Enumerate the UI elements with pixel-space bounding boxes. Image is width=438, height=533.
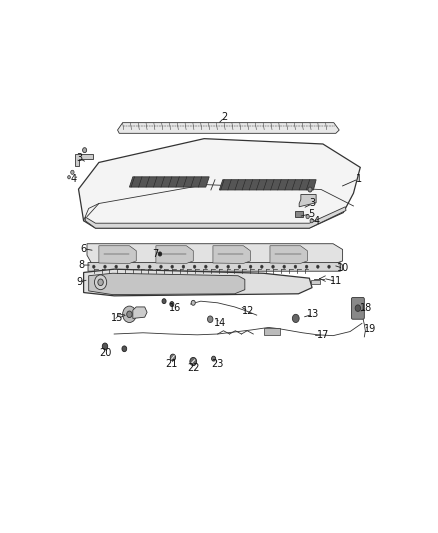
Circle shape (215, 265, 219, 268)
Text: 12: 12 (242, 306, 254, 316)
Circle shape (98, 279, 103, 286)
Circle shape (158, 252, 162, 256)
Text: 20: 20 (99, 348, 111, 358)
Circle shape (159, 265, 162, 268)
Circle shape (126, 265, 129, 268)
Text: 14: 14 (214, 318, 226, 327)
Polygon shape (156, 246, 193, 263)
Text: 9: 9 (76, 277, 82, 287)
Circle shape (212, 356, 215, 361)
Circle shape (170, 302, 174, 306)
Circle shape (306, 215, 309, 219)
Polygon shape (88, 273, 245, 295)
Circle shape (208, 316, 213, 322)
Polygon shape (88, 263, 343, 271)
Text: 18: 18 (360, 303, 372, 313)
Text: 22: 22 (187, 364, 199, 374)
Circle shape (104, 265, 106, 268)
Text: 17: 17 (317, 330, 329, 340)
Polygon shape (219, 180, 316, 190)
Polygon shape (213, 246, 250, 263)
Circle shape (182, 265, 185, 268)
Text: 4: 4 (313, 216, 319, 226)
Polygon shape (133, 307, 147, 318)
Circle shape (122, 346, 127, 352)
Text: 13: 13 (307, 309, 319, 319)
Circle shape (148, 265, 151, 268)
Circle shape (115, 265, 117, 268)
Text: 8: 8 (79, 260, 85, 270)
Text: 3: 3 (310, 198, 316, 208)
Circle shape (328, 265, 330, 268)
Text: 16: 16 (169, 303, 181, 313)
Circle shape (137, 265, 140, 268)
FancyBboxPatch shape (311, 280, 320, 284)
Text: 6: 6 (81, 244, 87, 254)
Polygon shape (270, 246, 307, 263)
Circle shape (261, 265, 263, 268)
Polygon shape (130, 177, 209, 187)
Text: 21: 21 (166, 359, 178, 369)
Circle shape (205, 265, 207, 268)
Polygon shape (99, 246, 136, 263)
Circle shape (308, 187, 312, 192)
Circle shape (238, 265, 241, 268)
Polygon shape (84, 269, 312, 296)
FancyBboxPatch shape (264, 328, 280, 335)
Polygon shape (75, 154, 93, 166)
Circle shape (71, 170, 74, 174)
Text: 15: 15 (111, 313, 124, 324)
Text: 2: 2 (221, 112, 228, 122)
Circle shape (92, 265, 95, 268)
Text: 1: 1 (356, 174, 362, 184)
Text: 3: 3 (76, 154, 82, 163)
FancyBboxPatch shape (295, 211, 303, 217)
Circle shape (249, 265, 252, 268)
Circle shape (227, 265, 230, 268)
Circle shape (162, 298, 166, 304)
Circle shape (83, 148, 87, 152)
Circle shape (310, 219, 314, 223)
Circle shape (294, 265, 297, 268)
Text: 23: 23 (212, 359, 224, 369)
Circle shape (171, 265, 173, 268)
Circle shape (95, 275, 107, 290)
Circle shape (355, 305, 360, 311)
Circle shape (293, 314, 299, 322)
Circle shape (123, 306, 136, 322)
Polygon shape (117, 123, 339, 133)
Circle shape (272, 265, 274, 268)
Circle shape (283, 265, 286, 268)
Circle shape (127, 311, 132, 318)
Text: 5: 5 (308, 209, 314, 219)
Polygon shape (85, 207, 346, 228)
Text: 11: 11 (330, 277, 343, 286)
Text: 4: 4 (71, 174, 77, 184)
Circle shape (67, 175, 71, 179)
Text: 19: 19 (364, 324, 376, 334)
Text: 10: 10 (337, 263, 350, 273)
Circle shape (170, 354, 176, 361)
Polygon shape (78, 139, 360, 228)
FancyBboxPatch shape (351, 297, 364, 319)
Circle shape (317, 265, 319, 268)
Circle shape (102, 343, 108, 350)
Circle shape (305, 265, 308, 268)
Polygon shape (87, 244, 343, 264)
Circle shape (193, 265, 196, 268)
Circle shape (191, 301, 195, 305)
Circle shape (190, 358, 197, 366)
Polygon shape (299, 195, 316, 207)
Text: 7: 7 (152, 248, 158, 259)
